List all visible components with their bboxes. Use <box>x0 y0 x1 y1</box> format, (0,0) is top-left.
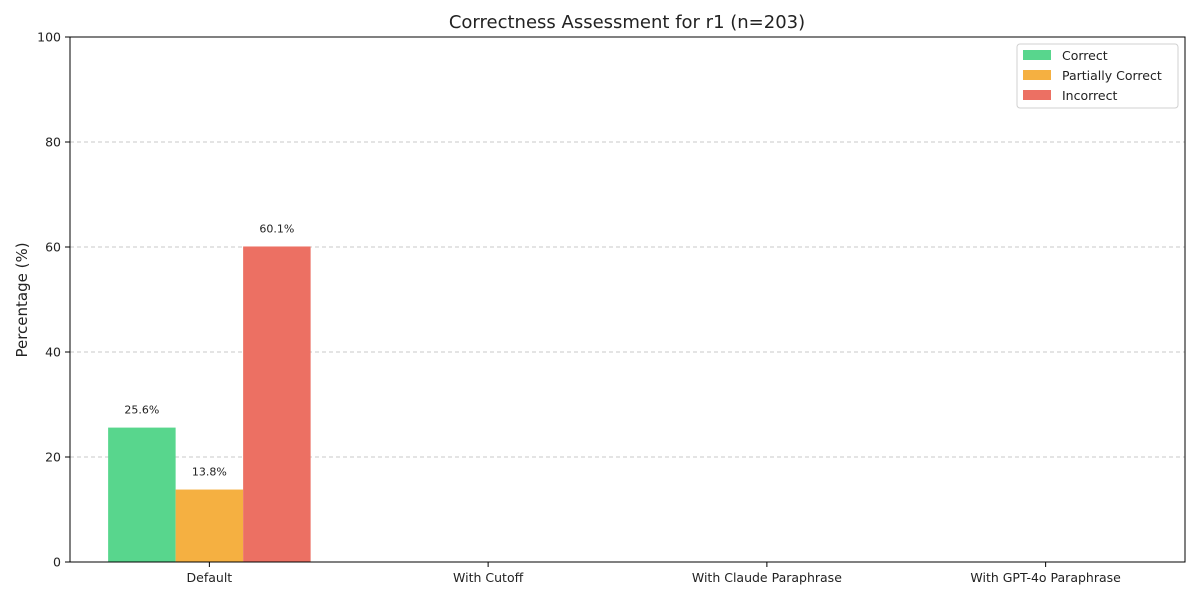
legend-swatch <box>1023 70 1051 80</box>
legend-label: Correct <box>1062 48 1108 63</box>
legend-swatch <box>1023 50 1051 60</box>
x-tick-label: Default <box>187 570 233 585</box>
legend-box <box>1016 43 1179 109</box>
data-labels: 25.6% 13.8% 60.1% <box>124 222 294 478</box>
bar-incorrect <box>243 246 311 562</box>
y-tick-label: 0 <box>53 555 61 570</box>
bars <box>108 246 311 562</box>
x-tick-label: With Cutoff <box>453 570 524 585</box>
legend-label: Incorrect <box>1062 88 1117 103</box>
legend-label: Partially Correct <box>1062 68 1162 83</box>
bar-partially-correct <box>175 489 244 562</box>
data-label: 13.8% <box>192 466 227 479</box>
grid-lines <box>70 141 1185 458</box>
y-axis-ticks: 0 20 40 60 80 100 <box>37 30 70 570</box>
x-axis-ticks: Default With Cutoff With Claude Paraphrase… <box>187 562 1121 585</box>
legend: Correct Partially Correct Incorrect <box>1016 43 1179 109</box>
data-label: 25.6% <box>124 404 159 417</box>
y-tick-label: 20 <box>45 450 61 465</box>
bar-correct <box>108 427 176 562</box>
y-axis-label: Percentage (%) <box>13 242 31 357</box>
y-tick-label: 60 <box>45 240 61 255</box>
y-tick-label: 80 <box>45 135 61 150</box>
plot-frame <box>69 36 1186 563</box>
y-tick-label: 40 <box>45 345 61 360</box>
chart-title: Correctness Assessment for r1 (n=203) <box>449 12 805 33</box>
x-tick-label: With Claude Paraphrase <box>692 570 842 585</box>
data-label: 60.1% <box>259 222 294 235</box>
y-tick-label: 100 <box>37 30 61 45</box>
legend-swatch <box>1023 90 1051 100</box>
x-tick-label: With GPT-4o Paraphrase <box>970 570 1121 585</box>
